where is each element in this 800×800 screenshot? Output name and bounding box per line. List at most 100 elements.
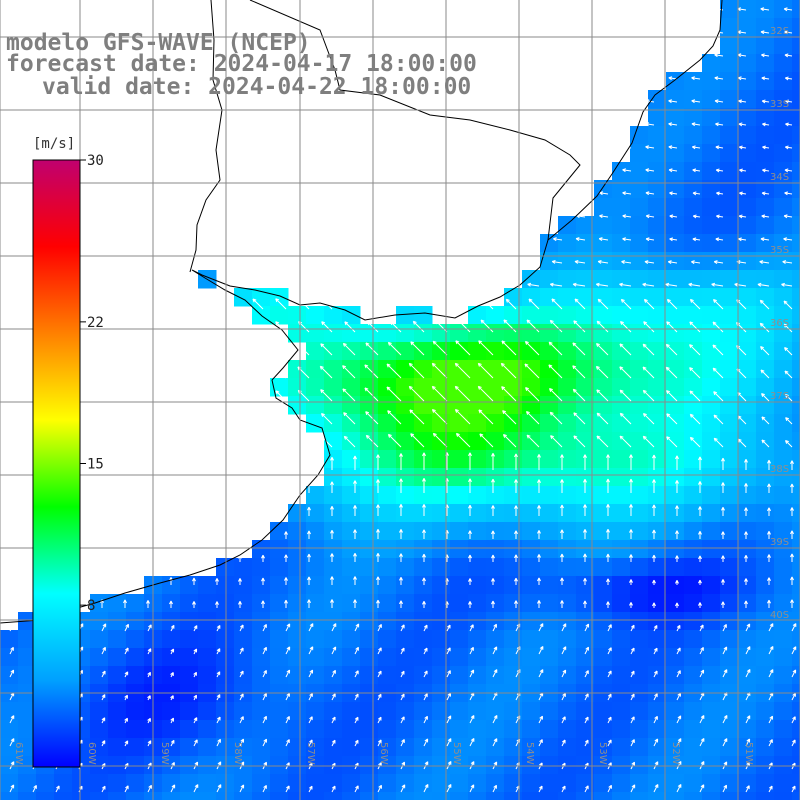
field-cell: [486, 648, 505, 667]
wind-arrow: [595, 365, 609, 379]
field-cell: [540, 360, 559, 379]
field-cell: [540, 522, 559, 541]
wind-arrow: [285, 692, 290, 701]
wind-arrow: [721, 457, 725, 470]
wind-arrow: [760, 237, 770, 242]
field-cell: [666, 306, 685, 325]
field-cell: [288, 378, 307, 397]
field-cell: [414, 774, 433, 793]
wind-arrow: [722, 714, 728, 724]
field-cell: [90, 666, 109, 685]
wind-arrow: [767, 554, 771, 562]
wind-arrow: [399, 453, 403, 470]
field-cell: [648, 396, 667, 415]
field-cell: [684, 522, 703, 541]
wind-arrow: [55, 785, 60, 793]
wind-arrow: [124, 717, 128, 724]
field-cell: [702, 522, 721, 541]
field-cell: [162, 738, 181, 757]
wind-arrow: [584, 646, 589, 655]
field-cell: [720, 0, 739, 19]
field-cell: [738, 576, 757, 595]
wind-arrow: [596, 389, 609, 402]
field-cell: [666, 360, 685, 379]
wind-arrow: [675, 555, 679, 562]
field-cell: [162, 576, 181, 595]
field-cell: [792, 198, 800, 217]
wind-arrow: [645, 168, 655, 173]
wind-arrow: [331, 716, 336, 724]
field-cell: [792, 378, 800, 397]
field-cell: [450, 666, 469, 685]
wind-arrow: [785, 417, 793, 425]
field-cell: [702, 468, 721, 487]
wind-arrow: [505, 298, 517, 310]
field-cell: [612, 738, 631, 757]
wind-arrow: [629, 602, 633, 608]
forecast-date: forecast date: 2024-04-17 18:00:00: [6, 51, 477, 77]
field-cell: [738, 252, 757, 271]
field-cell: [774, 234, 793, 253]
wind-arrow: [676, 784, 682, 793]
wind-arrow: [716, 214, 724, 219]
wind-arrow: [760, 346, 770, 356]
field-cell: [522, 378, 541, 397]
field-cell: [792, 72, 800, 91]
wind-arrow: [399, 553, 403, 562]
field-cell: [630, 306, 649, 325]
wind-arrow: [423, 761, 429, 770]
wind-arrow: [667, 260, 678, 265]
field-cell: [432, 612, 451, 631]
field-cell: [612, 486, 631, 505]
wind-arrow: [308, 692, 313, 701]
field-cell: [306, 558, 325, 577]
wind-arrow: [478, 409, 494, 425]
wind-arrow: [666, 413, 678, 425]
field-cell: [504, 720, 523, 739]
wind-arrow: [527, 282, 540, 287]
field-cell: [612, 630, 631, 649]
wind-arrow: [629, 478, 633, 493]
field-cell: [720, 198, 739, 217]
wind-arrow: [479, 433, 494, 448]
field-cell: [594, 648, 613, 667]
wind-arrow: [9, 646, 14, 655]
field-cell: [324, 522, 343, 541]
field-cell: [504, 468, 523, 487]
wind-arrow: [561, 692, 566, 701]
field-cell: [738, 558, 757, 577]
field-cell: [666, 738, 685, 757]
wind-arrow: [791, 716, 796, 724]
field-cell: [774, 90, 793, 109]
field-cell: [288, 738, 307, 757]
field-cell: [324, 630, 343, 649]
wind-arrow: [761, 53, 770, 58]
field-cell: [774, 702, 793, 721]
field-cell: [720, 270, 739, 289]
wind-arrow: [377, 739, 382, 747]
wind-arrow: [688, 282, 701, 287]
field-cell: [198, 666, 217, 685]
wind-arrow: [573, 435, 586, 448]
field-cell: [162, 612, 181, 631]
field-cell: [558, 324, 577, 343]
latitude-label: 39S: [770, 537, 789, 548]
field-cell: [630, 756, 649, 775]
field-cell: [684, 792, 703, 800]
field-cell: [360, 432, 379, 451]
field-cell: [252, 702, 271, 721]
wind-arrow: [599, 214, 609, 219]
field-cell: [252, 648, 271, 667]
wind-arrow: [537, 577, 541, 585]
field-cell: [702, 198, 721, 217]
field-cell: [468, 396, 487, 415]
field-cell: [792, 504, 800, 523]
field-cell: [666, 702, 685, 721]
wind-arrow: [644, 260, 655, 265]
field-cell: [756, 558, 775, 577]
wind-arrow: [124, 785, 129, 793]
wind-arrow: [170, 784, 176, 793]
wind-arrow: [446, 784, 452, 793]
field-cell: [648, 594, 667, 613]
field-cell: [720, 774, 739, 793]
